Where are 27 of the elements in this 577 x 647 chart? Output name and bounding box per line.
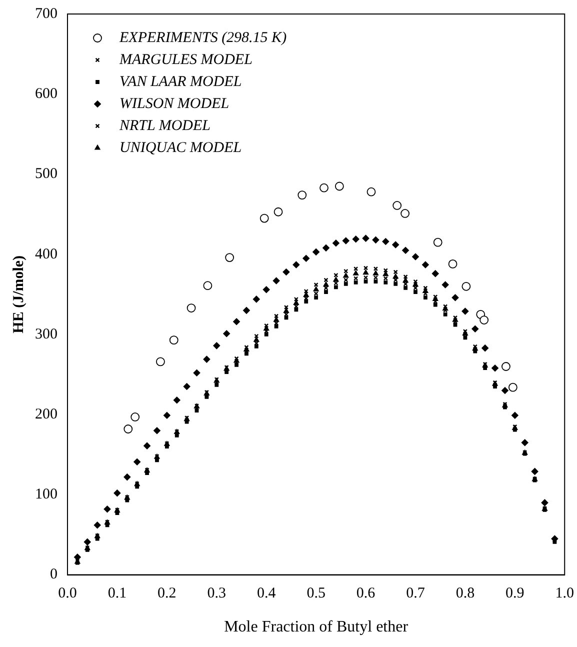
x-tick-label: 0.0 (58, 586, 77, 602)
y-tick-label: 300 (35, 326, 58, 342)
y-tick-label: 400 (35, 246, 58, 262)
x-tick-label: 0.9 (506, 586, 524, 602)
legend-label: VAN LAAR MODEL (120, 74, 242, 90)
legend-label: MARGULES MODEL (118, 52, 252, 68)
legend-label: EXPERIMENTS (298.15 K) (118, 30, 287, 46)
y-axis-title: HE (J/mole) (10, 255, 27, 334)
x-tick-label: 0.5 (306, 586, 326, 602)
y-tick-label: 0 (50, 566, 58, 583)
y-tick-label: 100 (35, 486, 58, 503)
x-tick-label: 0.4 (256, 586, 276, 602)
x-tick-label: 0.8 (456, 586, 475, 602)
x-tick-label: 0.2 (158, 586, 176, 602)
y-tick-label: 600 (35, 86, 58, 102)
x-tick-label: 0.7 (406, 586, 426, 602)
x-tick-label: 0.1 (108, 586, 127, 602)
x-axis-title: Mole Fraction of Butyl ether (224, 618, 409, 636)
x-tick-label: 1.0 (555, 586, 574, 602)
x-tick-label: 0.3 (207, 586, 226, 602)
x-tick-label: 0.6 (356, 586, 376, 602)
y-tick-label: 500 (35, 166, 58, 182)
legend-label: NRTL MODEL (118, 118, 210, 134)
y-tick-label: 700 (35, 6, 58, 22)
legend-label: UNIQUAC MODEL (120, 140, 242, 156)
legend-label: WILSON MODEL (120, 96, 230, 112)
y-tick-label: 200 (35, 406, 58, 423)
